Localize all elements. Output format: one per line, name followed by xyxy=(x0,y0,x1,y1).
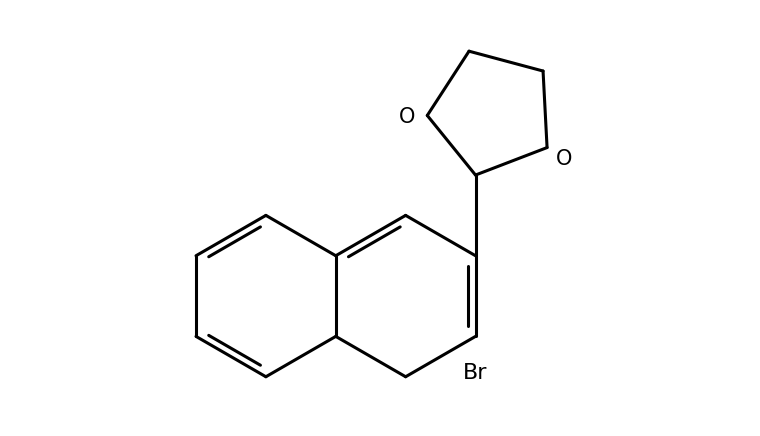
Text: O: O xyxy=(556,149,572,169)
Text: Br: Br xyxy=(464,363,488,383)
Text: O: O xyxy=(399,106,415,126)
